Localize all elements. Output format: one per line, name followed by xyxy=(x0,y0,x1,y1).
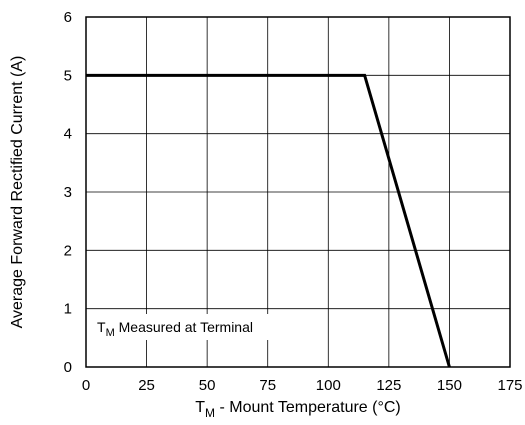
plot-area-frame xyxy=(85,16,511,368)
y-axis-title: Average Forward Rectified Current (A) xyxy=(9,56,26,329)
x-tick-label-100: 100 xyxy=(316,377,341,394)
x-tick-labels: 0 25 50 75 100 125 150 175 xyxy=(82,377,523,394)
annotation-main: T xyxy=(97,319,106,335)
annotation-background xyxy=(93,314,287,340)
series-line-0 xyxy=(86,73,451,368)
annotation-measured-at-terminal: TM Measured at Terminal xyxy=(97,319,253,339)
x-tick-label-75: 75 xyxy=(259,377,276,394)
y-tick-label-1: 1 xyxy=(64,301,72,318)
y-tick-labels: 0 1 2 3 4 5 6 xyxy=(64,9,72,376)
x-tick-label-150: 150 xyxy=(437,377,462,394)
x-tick-label-175: 175 xyxy=(497,377,522,394)
y-tick-label-0: 0 xyxy=(64,359,72,376)
x-tick-label-25: 25 xyxy=(138,377,155,394)
y-tick-label-3: 3 xyxy=(64,184,72,201)
x-tick-label-0: 0 xyxy=(82,377,90,394)
y-tick-label-5: 5 xyxy=(64,67,72,84)
x-axis-title-main: T xyxy=(195,399,205,416)
y-tick-label-2: 2 xyxy=(64,242,72,259)
x-tick-label-125: 125 xyxy=(376,377,401,394)
x-axis-title-rest: - Mount Temperature (°C) xyxy=(215,399,401,416)
x-axis-title: TM - Mount Temperature (°C) xyxy=(195,399,401,420)
data-series xyxy=(86,73,451,368)
x-tick-label-50: 50 xyxy=(199,377,216,394)
y-tick-label-6: 6 xyxy=(64,9,72,26)
annotation-rest: Measured at Terminal xyxy=(115,319,253,335)
y-tick-label-4: 4 xyxy=(64,126,72,143)
x-axis-title-subscript: M xyxy=(205,406,215,420)
annotation-subscript: M xyxy=(106,327,115,339)
